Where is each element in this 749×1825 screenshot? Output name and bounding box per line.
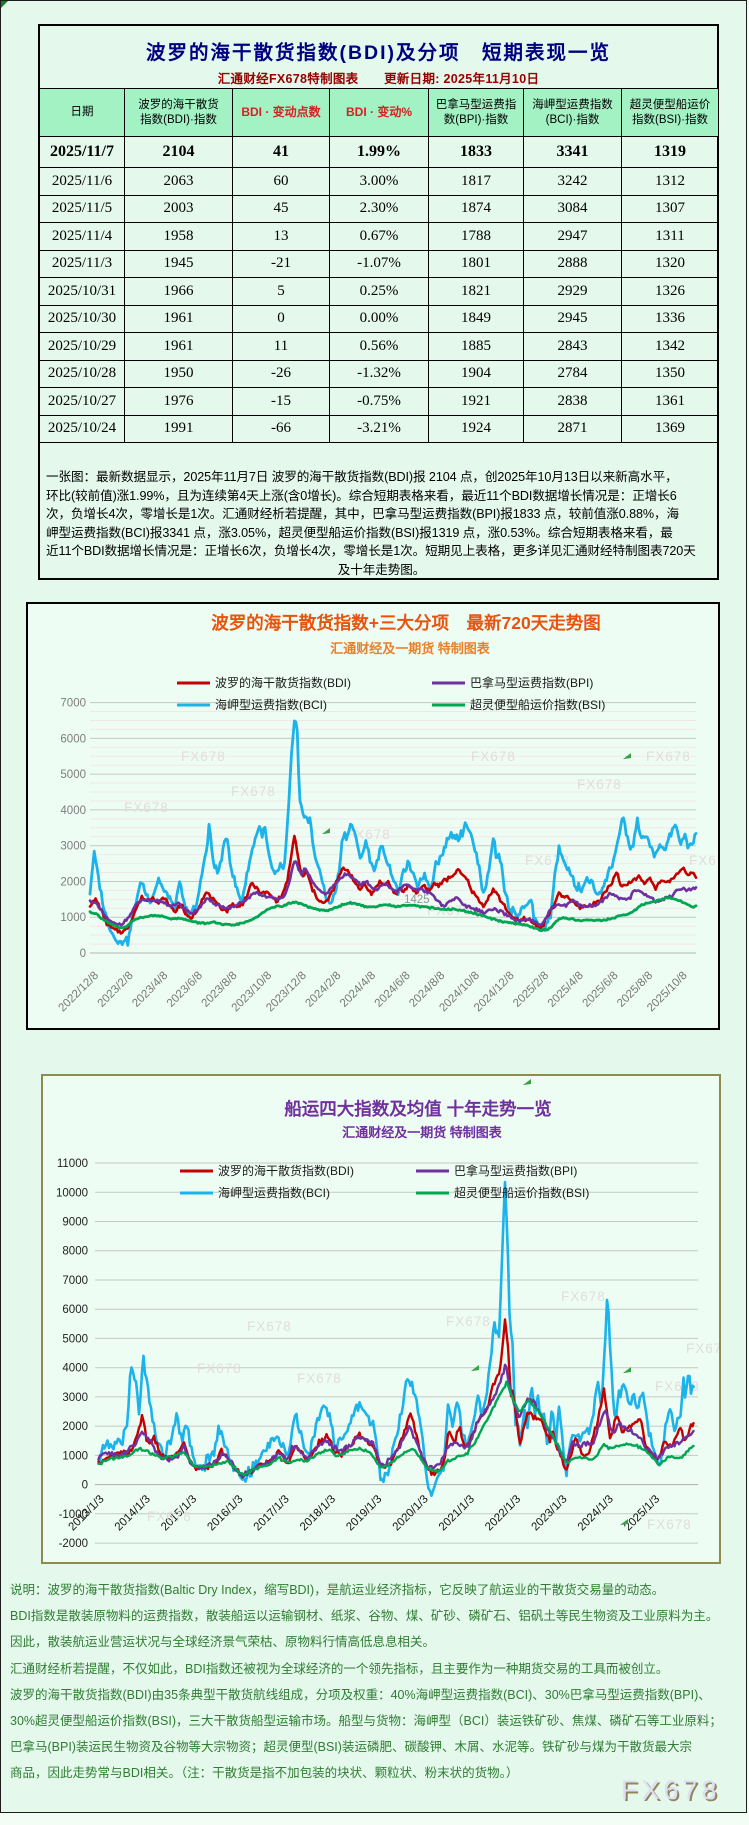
svg-text:海岬型运费指数(BCI): 海岬型运费指数(BCI) <box>218 1185 330 1200</box>
svg-text:1000: 1000 <box>60 912 86 924</box>
svg-text:10000: 10000 <box>56 1187 88 1199</box>
svg-text:4000: 4000 <box>62 1363 88 1375</box>
svg-text:2000: 2000 <box>62 1421 88 1433</box>
svg-text:3000: 3000 <box>60 841 86 853</box>
svg-text:汇通财经及一期货 特制图表: 汇通财经及一期货 特制图表 <box>342 1125 503 1140</box>
svg-text:汇通财经及一期货 特制图表: 汇通财经及一期货 特制图表 <box>330 641 491 656</box>
svg-text:巴拿马型运费指数(BPI): 巴拿马型运费指数(BPI) <box>470 675 593 690</box>
svg-text:4000: 4000 <box>60 805 86 817</box>
svg-text:5000: 5000 <box>62 1333 88 1345</box>
svg-text:船运四大指数及均值 十年走势一览: 船运四大指数及均值 十年走势一览 <box>284 1099 551 1119</box>
svg-text:FX678: FX678 <box>247 1319 292 1334</box>
svg-text:FX678: FX678 <box>446 1314 491 1329</box>
svg-text:FX678: FX678 <box>471 749 516 764</box>
svg-text:波罗的海干散货指数(BDI): 波罗的海干散货指数(BDI) <box>215 675 351 690</box>
svg-text:FX678: FX678 <box>231 784 276 799</box>
svg-text:FX678: FX678 <box>647 1517 692 1532</box>
svg-text:2024/2/8: 2024/2/8 <box>303 970 343 1010</box>
svg-text:8000: 8000 <box>62 1246 88 1258</box>
svg-text:2022/12/8: 2022/12/8 <box>56 970 101 1015</box>
svg-text:11000: 11000 <box>57 1158 88 1170</box>
svg-text:6000: 6000 <box>60 733 86 745</box>
svg-text:FX678: FX678 <box>297 1371 342 1386</box>
svg-text:FX678: FX678 <box>646 749 691 764</box>
svg-text:FX678: FX678 <box>561 1289 606 1304</box>
svg-text:FX678: FX678 <box>181 749 226 764</box>
svg-text:2023/2/8: 2023/2/8 <box>96 970 136 1010</box>
svg-text:FX678: FX678 <box>577 777 622 792</box>
svg-text:-2000: -2000 <box>59 1538 88 1550</box>
svg-text:超灵便型船运价指数(BSI): 超灵便型船运价指数(BSI) <box>454 1185 589 1200</box>
svg-text:波罗的海干散货指数+三大分项 最新720天走势图: 波罗的海干散货指数+三大分项 最新720天走势图 <box>211 613 600 633</box>
svg-text:0: 0 <box>80 948 86 960</box>
svg-text:FX678: FX678 <box>147 1509 192 1524</box>
svg-text:1000: 1000 <box>62 1450 88 1462</box>
svg-text:1425: 1425 <box>404 894 430 906</box>
svg-text:2024/6/8: 2024/6/8 <box>373 970 413 1010</box>
svg-text:2023/4/8: 2023/4/8 <box>130 970 170 1010</box>
svg-text:波罗的海干散货指数(BDI): 波罗的海干散货指数(BDI) <box>218 1163 354 1178</box>
svg-text:FX678: FX678 <box>197 1361 242 1376</box>
svg-text:2025/2/8: 2025/2/8 <box>511 970 551 1010</box>
svg-text:海岬型运费指数(BCI): 海岬型运费指数(BCI) <box>215 697 327 712</box>
svg-text:2023/6/8: 2023/6/8 <box>165 970 205 1010</box>
svg-text:巴拿马型运费指数(BPI): 巴拿马型运费指数(BPI) <box>454 1163 577 1178</box>
svg-text:0: 0 <box>82 1480 88 1492</box>
svg-text:FX678: FX678 <box>689 853 718 868</box>
svg-text:2024/4/8: 2024/4/8 <box>338 970 378 1010</box>
svg-text:超灵便型船运价指数(BSI): 超灵便型船运价指数(BSI) <box>470 697 605 712</box>
svg-text:7000: 7000 <box>60 698 86 710</box>
svg-text:6000: 6000 <box>62 1304 88 1316</box>
svg-text:2000: 2000 <box>60 877 86 889</box>
svg-text:2025/4/8: 2025/4/8 <box>546 970 586 1010</box>
svg-text:5000: 5000 <box>60 769 86 781</box>
svg-text:9000: 9000 <box>62 1217 88 1229</box>
svg-text:7000: 7000 <box>62 1275 88 1287</box>
svg-text:FX678: FX678 <box>124 800 169 815</box>
svg-text:-1000: -1000 <box>59 1509 88 1521</box>
svg-text:FX678: FX678 <box>686 1341 719 1356</box>
svg-text:3000: 3000 <box>62 1392 88 1404</box>
svg-text:2025/6/8: 2025/6/8 <box>580 970 620 1010</box>
